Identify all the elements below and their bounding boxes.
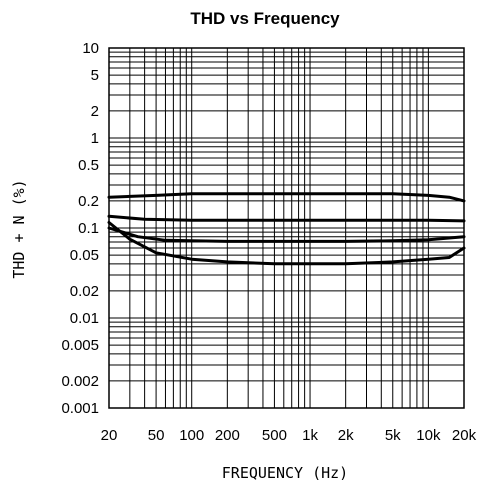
series-line-2 [107, 214, 466, 223]
x-tick-label: 10k [416, 427, 441, 444]
x-axis-label: FREQUENCY (Hz) [222, 464, 348, 482]
y-tick-label: 0.005 [61, 337, 99, 354]
y-tick-label: 0.001 [61, 400, 99, 417]
x-tick-label: 20k [452, 427, 477, 444]
y-tick-label: 0.01 [70, 310, 99, 327]
y-axis-label: THD + N (%) [10, 179, 28, 278]
y-tick-label: 5 [91, 67, 99, 84]
y-tick-label: 0.5 [78, 157, 99, 174]
x-tick-label: 500 [262, 427, 287, 444]
x-tick-label: 200 [215, 427, 240, 444]
y-tick-label: 0.2 [78, 193, 99, 210]
y-tick-label: 0.02 [70, 283, 99, 300]
y-tick-label: 10 [82, 40, 99, 57]
y-tick-labels: 10 5 2 1 0.5 0.2 0.1 0.05 0.02 0.01 0.005 0.002 0.00… [61, 40, 99, 417]
y-tick-label: 0.002 [61, 373, 99, 390]
y-tick-label: 0.05 [70, 247, 99, 264]
series-line-1 [107, 192, 466, 203]
series-lines [107, 192, 466, 266]
series-line-4 [107, 221, 466, 266]
y-tick-label: 2 [91, 103, 99, 120]
x-tick-label: 5k [385, 427, 401, 444]
x-tick-label: 1k [302, 427, 318, 444]
plot-frame [108, 47, 465, 409]
grid-lines [108, 47, 465, 409]
x-tick-label: 2k [338, 427, 354, 444]
series-line-3 [107, 226, 466, 243]
chart-title: THD vs Frequency [190, 9, 340, 28]
x-tick-label: 50 [148, 427, 165, 444]
x-tick-label: 20 [101, 427, 118, 444]
x-tick-labels: 20 50 100 200 500 1k 2k 5k 10k 20k [101, 427, 477, 444]
x-tick-label: 100 [179, 427, 204, 444]
y-tick-label: 1 [91, 130, 99, 147]
y-tick-label: 0.1 [78, 220, 99, 237]
